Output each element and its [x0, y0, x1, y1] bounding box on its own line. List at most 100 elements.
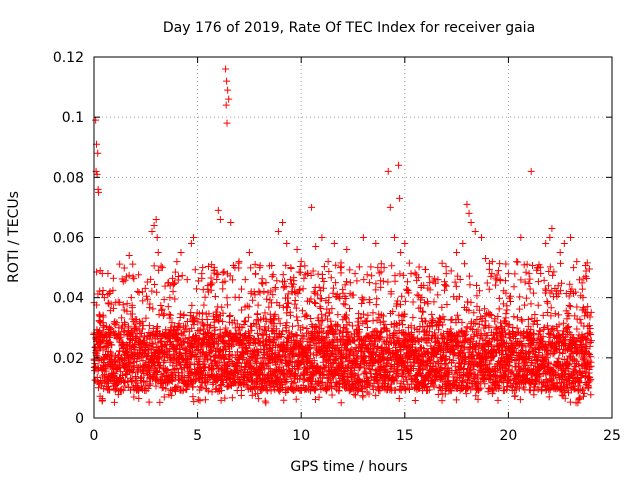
data-point [213, 276, 221, 284]
data-point [214, 206, 222, 214]
data-point [220, 339, 228, 347]
data-point [150, 262, 158, 270]
data-point [367, 263, 375, 271]
data-point [430, 298, 438, 306]
data-point [512, 380, 520, 388]
data-point [527, 361, 535, 369]
data-point [406, 385, 414, 393]
data-point [261, 309, 269, 317]
data-point [94, 149, 102, 157]
data-point [165, 279, 173, 287]
data-point [542, 240, 550, 248]
data-point [167, 311, 175, 319]
data-point [237, 386, 245, 394]
data-point [438, 259, 446, 267]
data-point [402, 386, 410, 394]
data-point [426, 279, 434, 287]
data-point [559, 382, 567, 390]
data-point [302, 385, 310, 393]
data-point [288, 358, 296, 366]
data-point [348, 322, 356, 330]
data-point [171, 387, 179, 395]
data-point [325, 309, 333, 317]
data-point [290, 274, 298, 282]
data-point [198, 309, 206, 317]
data-point [291, 338, 299, 346]
data-point [534, 301, 542, 309]
data-point [227, 218, 235, 226]
data-point [99, 311, 107, 319]
data-point [178, 272, 186, 280]
data-point [93, 170, 101, 178]
x-tick-label: 20 [499, 428, 517, 444]
data-point [527, 167, 535, 175]
data-point [452, 396, 460, 404]
data-point [342, 278, 350, 286]
x-tick-label: 10 [292, 428, 310, 444]
data-point [422, 361, 430, 369]
data-point [244, 313, 252, 321]
data-point [396, 194, 404, 202]
data-point [96, 317, 104, 325]
data-point [556, 249, 564, 257]
data-point [169, 281, 177, 289]
data-point [204, 263, 212, 271]
data-point [188, 380, 196, 388]
data-point [494, 382, 502, 390]
data-point [496, 276, 504, 284]
data-point [292, 395, 300, 403]
data-point [259, 280, 267, 288]
data-point [196, 383, 204, 391]
data-point [129, 358, 137, 366]
data-point [211, 292, 219, 300]
data-point [419, 365, 427, 373]
data-point [120, 264, 128, 272]
data-point [309, 371, 317, 379]
data-point [275, 352, 283, 360]
data-point [393, 348, 401, 356]
data-point [174, 382, 182, 390]
y-tick-label: 0.1 [62, 110, 84, 126]
data-point [208, 388, 216, 396]
data-point [551, 310, 559, 318]
data-point [153, 322, 161, 330]
data-point [110, 398, 118, 406]
data-point [327, 274, 335, 282]
data-point [534, 278, 542, 286]
data-point [189, 393, 197, 401]
data-point [418, 307, 426, 315]
data-point [224, 86, 232, 94]
data-point [447, 387, 455, 395]
data-point [312, 340, 320, 348]
data-point [129, 260, 137, 268]
data-point [555, 354, 563, 362]
data-point [191, 266, 199, 274]
data-point [317, 317, 325, 325]
data-point [457, 360, 465, 368]
data-point [501, 343, 509, 351]
data-point [279, 271, 287, 279]
data-point [372, 301, 380, 309]
data-point [280, 396, 288, 404]
data-point [238, 355, 246, 363]
data-point [246, 331, 254, 339]
data-point [564, 384, 572, 392]
data-point [156, 361, 164, 369]
data-point [544, 299, 552, 307]
data-point [376, 387, 384, 395]
data-point [259, 354, 267, 362]
data-point [148, 287, 156, 295]
data-point [149, 340, 157, 348]
y-axis-label: ROTI / TECUs [6, 191, 22, 283]
data-point [177, 351, 185, 359]
data-point [511, 270, 519, 278]
data-point [506, 376, 514, 384]
data-point [250, 335, 258, 343]
data-point [522, 294, 530, 302]
data-point [298, 386, 306, 394]
data-point [566, 303, 574, 311]
data-point [135, 394, 143, 402]
data-point [291, 300, 299, 308]
data-point [475, 386, 483, 394]
data-point [241, 364, 249, 372]
